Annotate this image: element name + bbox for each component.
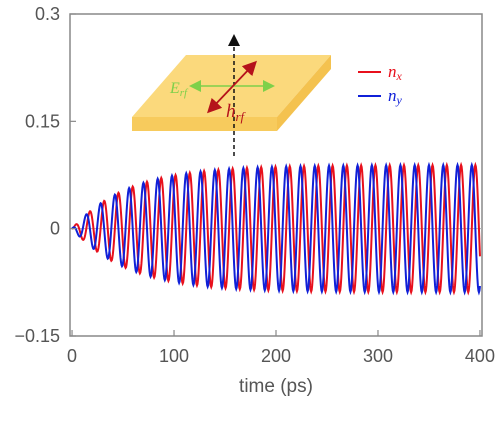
y-tick-label: 0 — [50, 219, 60, 239]
inset-schematic: Erf hrf — [132, 34, 331, 156]
slab-front — [132, 117, 277, 131]
h-field-arrow-up — [231, 60, 257, 88]
e-field-label: Erf — [169, 80, 189, 99]
e-field-label-sub: rf — [180, 87, 189, 99]
legend-label-ny: ny — [388, 86, 403, 107]
h-field-label: hrf — [226, 101, 247, 124]
y-tick-label: 0.3 — [35, 4, 60, 24]
series-line-nx — [71, 161, 481, 296]
y-tick-label: −0.15 — [14, 326, 60, 346]
x-tick-label: 200 — [261, 346, 291, 366]
legend-label-nx: nx — [388, 62, 403, 83]
x-tick-label: 0 — [67, 346, 77, 366]
legend: nx ny — [358, 62, 403, 107]
legend-label-nx-sub: x — [396, 69, 403, 83]
slab-side — [277, 55, 331, 131]
y-axis-ticks: −0.15 0 0.15 0.3 — [14, 4, 76, 346]
x-axis-ticks: 0 100 200 300 400 — [67, 330, 495, 366]
legend-label-ny-sub: y — [396, 93, 403, 107]
x-axis-label: time (ps) — [239, 376, 313, 397]
h-field-label-sub: rf — [236, 109, 247, 124]
x-tick-label: 300 — [363, 346, 393, 366]
series-layer — [71, 161, 481, 296]
h-field-label-main: h — [226, 101, 236, 122]
x-tick-label: 100 — [159, 346, 189, 366]
legend-label-nx-main: n — [388, 62, 397, 81]
y-tick-label: 0.15 — [25, 111, 60, 131]
legend-label-ny-main: n — [388, 86, 397, 105]
x-tick-label: 400 — [465, 346, 495, 366]
series-line-ny — [71, 161, 481, 296]
h-field-arrow-down — [207, 86, 233, 114]
e-field-label-main: E — [169, 80, 180, 97]
